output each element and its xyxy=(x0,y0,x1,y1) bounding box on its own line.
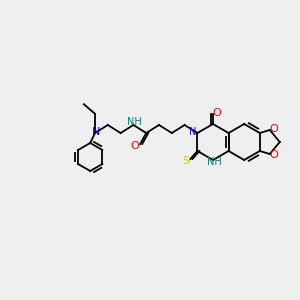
Text: O: O xyxy=(131,141,140,151)
Text: N: N xyxy=(189,127,196,137)
Text: O: O xyxy=(269,124,278,134)
Text: S: S xyxy=(182,156,189,166)
Text: N: N xyxy=(92,127,100,137)
Text: NH: NH xyxy=(127,117,142,127)
Text: O: O xyxy=(269,150,278,160)
Text: NH: NH xyxy=(207,157,221,167)
Text: O: O xyxy=(213,108,221,118)
